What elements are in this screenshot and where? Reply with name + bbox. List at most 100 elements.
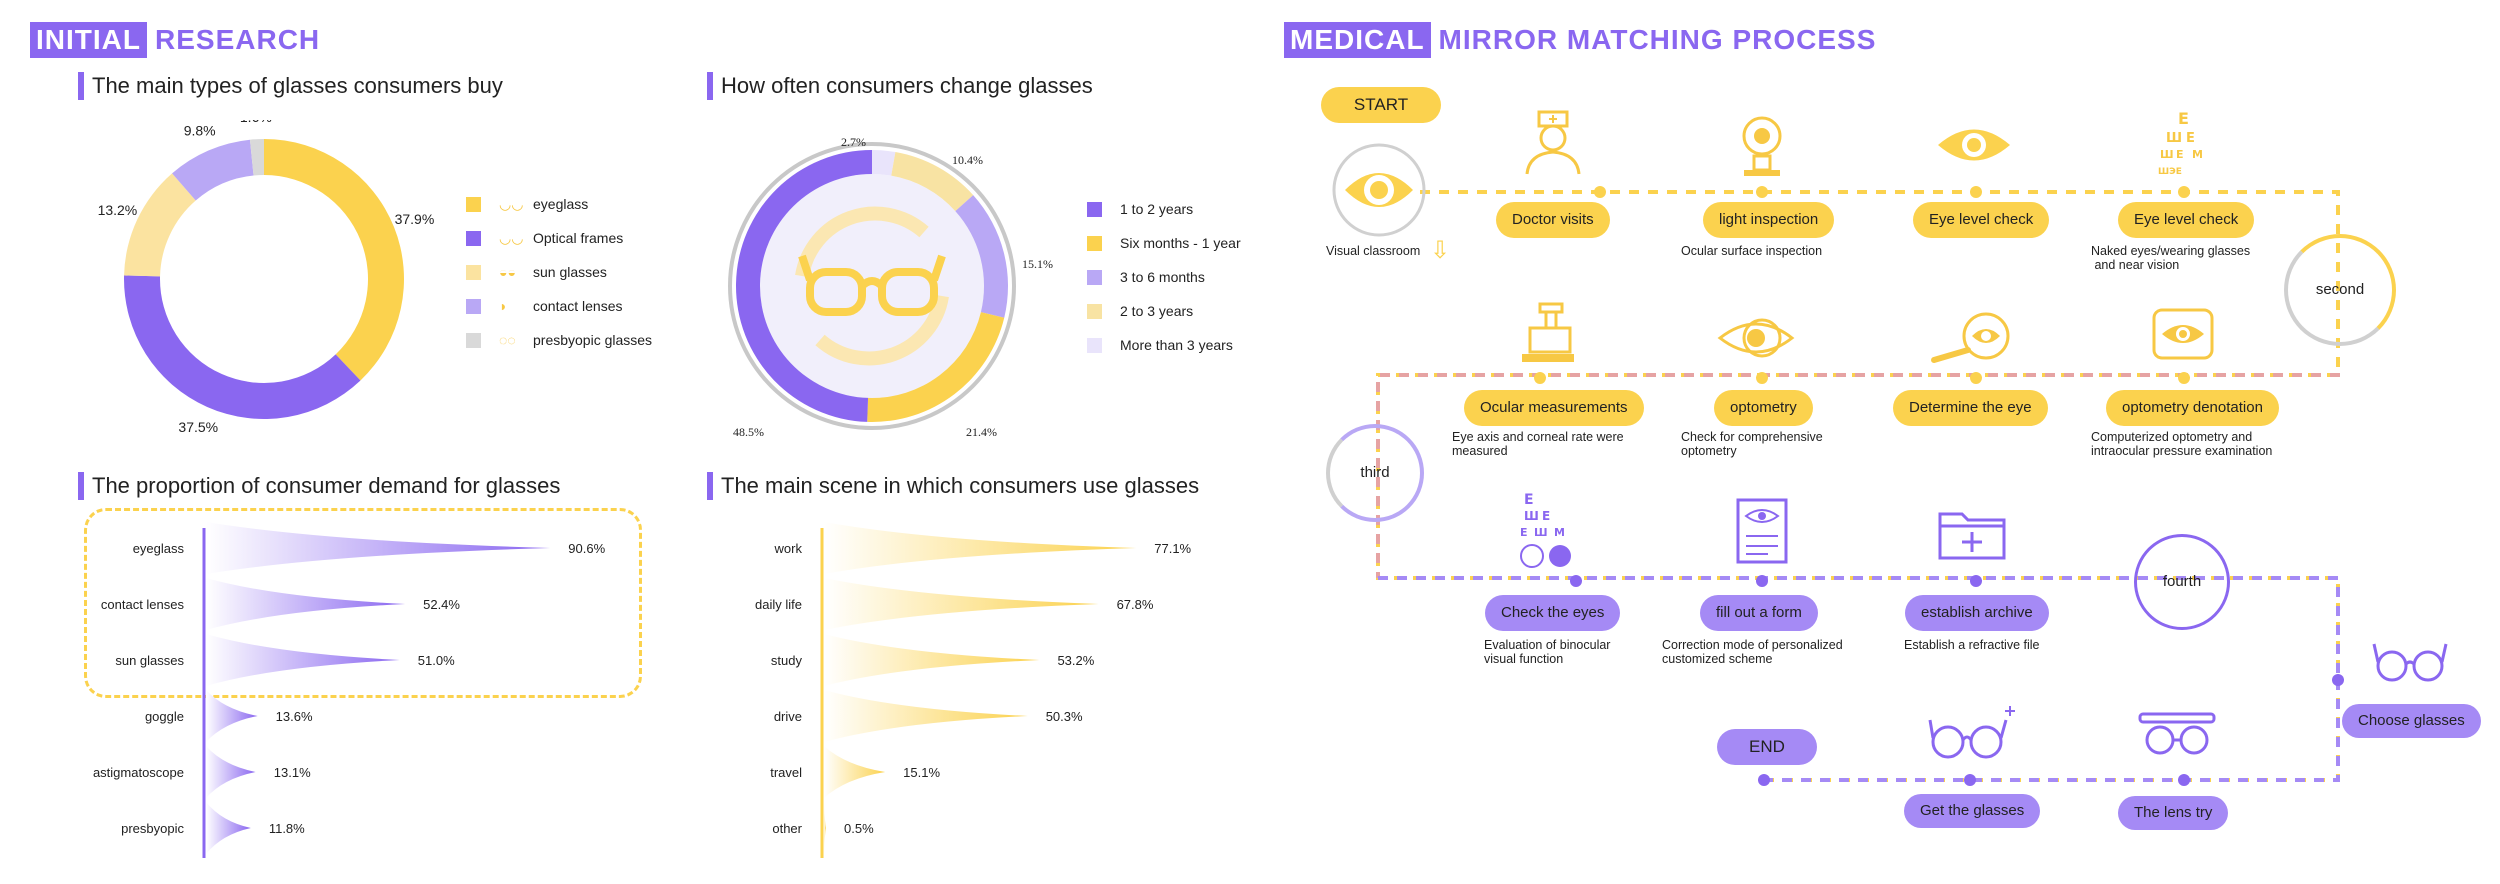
step-fill-form: fill out a form xyxy=(1700,595,1818,631)
legend-item: More than 3 years xyxy=(1087,328,1241,362)
node-dot xyxy=(1964,774,1976,786)
svg-text:E: E xyxy=(2176,148,2184,161)
bar-value-label: 51.0% xyxy=(418,653,455,668)
bar-value-label: 0.5% xyxy=(844,821,874,836)
legend-item: 3 to 6 months xyxy=(1087,260,1241,294)
step-eye-level-check-1: Eye level check xyxy=(1913,202,2050,238)
legend-label: Optical frames xyxy=(533,230,624,246)
node-dot xyxy=(1758,774,1770,786)
legend-item: ◗ contact lenses xyxy=(466,289,652,323)
svg-text:M: M xyxy=(1554,526,1565,539)
legend-swatch xyxy=(466,230,481,246)
bar-value-label: 11.8% xyxy=(269,821,305,836)
flow-path-purple-b xyxy=(1757,680,2340,782)
bar-value-label: 15.1% xyxy=(903,765,940,780)
bar-eyeglass xyxy=(206,522,551,574)
glasses-icon: ◡◡ xyxy=(499,195,524,212)
node-dot xyxy=(2178,372,2190,384)
bar-drive xyxy=(824,690,1028,742)
node-dot xyxy=(2332,674,2344,686)
header-rest: RESEARCH xyxy=(155,24,321,55)
chart2-title: How often consumers change glasses xyxy=(707,72,1093,100)
caption-ocular-surface: Ocular surface inspection xyxy=(1681,244,1823,258)
header-box: MEDICAL xyxy=(1284,22,1431,58)
bar-presbyopic xyxy=(206,802,251,854)
refresh-arrow-icon xyxy=(815,294,949,366)
caption-correction-mode: Correction mode of personalized customiz… xyxy=(1662,638,1843,666)
legend-swatch xyxy=(1087,303,1102,319)
caption-refractive-file: Establish a refractive file xyxy=(1904,638,2040,652)
bar-value-label: 52.4% xyxy=(423,597,460,612)
magnifier-eye-icon xyxy=(1931,312,2010,363)
bar-goggle xyxy=(206,690,258,742)
legend-swatch xyxy=(1087,337,1102,353)
optometry-eye-icon xyxy=(1717,318,1795,358)
outer-ring xyxy=(728,142,1016,430)
legend-label: presbyopic glasses xyxy=(533,332,653,348)
stage-third-ring: third xyxy=(1326,424,1424,522)
slice-presbyopic-glasses xyxy=(249,139,264,176)
doctor-icon xyxy=(1525,110,1581,175)
step-doctor-visits: Doctor visits xyxy=(1496,202,1610,238)
legend-label: eyeglass xyxy=(533,196,589,212)
chart2-legend: 1 to 2 years Six months - 1 year 3 to 6 mo… xyxy=(1087,192,1241,362)
start-pill: START xyxy=(1321,87,1441,123)
contact-lens-icon: ◗ xyxy=(499,298,508,314)
bar-astigmatoscope xyxy=(206,746,256,798)
slice-six-months---1-year xyxy=(867,312,1005,422)
bar-contact-lenses xyxy=(206,578,406,630)
form-icon xyxy=(1736,498,1788,564)
svg-text:Ш: Ш xyxy=(2160,148,2174,161)
node-dot xyxy=(1756,372,1768,384)
legend-item: ◡◡ eyeglass xyxy=(466,187,652,221)
flow-path-yellow xyxy=(1376,190,2340,782)
svg-text:E: E xyxy=(1542,509,1550,523)
bar-category-label: contact lenses xyxy=(101,597,185,612)
flow-path-purple-a xyxy=(1378,576,2340,680)
step-optometry: optometry xyxy=(1714,390,1813,426)
slice-1-to-2-years xyxy=(735,150,872,422)
bar-travel xyxy=(824,746,886,798)
slice-label: 1.6% xyxy=(240,120,272,125)
slice-label: 2.7% xyxy=(841,135,866,149)
caption-naked-eyes: Naked eyes/wearing glasses and near visi… xyxy=(2091,244,2251,272)
sunglasses-icon: ◒◒ xyxy=(499,264,516,280)
legend-label: 2 to 3 years xyxy=(1120,303,1194,319)
legend-label: sun glasses xyxy=(533,264,607,280)
header-rest: MIRROR MATCHING PROCESS xyxy=(1438,24,1877,55)
legend-swatch xyxy=(466,264,481,280)
svg-text:Ш: Ш xyxy=(1524,509,1539,523)
svg-text:ШЭЕ: ШЭЕ xyxy=(2158,167,2182,177)
bar-category-label: astigmatoscope xyxy=(93,765,184,780)
step-eye-level-check-2: Eye level check xyxy=(2118,202,2255,238)
chart3-title: The proportion of consumer demand for gl… xyxy=(78,472,560,500)
slice-label: 10.4% xyxy=(952,153,983,167)
measurement-device-icon xyxy=(1522,302,1574,362)
highlight-box xyxy=(84,508,642,698)
legend-label: More than 3 years xyxy=(1120,337,1233,353)
stage-fourth-ring: fourth xyxy=(2134,534,2230,630)
chart1-legend: ◡◡ eyeglass ◡◡ Optical frames ◒◒ sun glasses ◗… xyxy=(466,187,652,357)
glasses-icon xyxy=(798,254,946,316)
slice-2-to-3-years xyxy=(891,152,974,212)
legend-item: ◡◡ Optical frames xyxy=(466,221,652,255)
bar-sun-glasses xyxy=(206,634,400,686)
chart4-title: The main scene in which consumers use gl… xyxy=(707,472,1199,500)
slice-sun-glasses xyxy=(124,173,196,277)
scene-bar-chart: work 77.1% daily life 67.8% study 53.2% drive 5… xyxy=(755,522,1192,858)
legend-swatch xyxy=(1087,235,1102,251)
end-pill: END xyxy=(1717,729,1817,765)
svg-text:M: M xyxy=(2192,148,2203,161)
bar-category-label: sun glasses xyxy=(115,653,184,668)
legend-swatch xyxy=(466,196,481,212)
node-dot xyxy=(1970,575,1982,587)
legend-swatch xyxy=(1087,269,1102,285)
node-dot xyxy=(1594,186,1606,198)
node-dot xyxy=(2178,774,2190,786)
legend-swatch xyxy=(466,298,481,314)
trial-frame-icon xyxy=(2138,712,2216,755)
node-dot xyxy=(1970,372,1982,384)
bar-work xyxy=(824,522,1137,574)
reading-glasses-icon: ◌◌ xyxy=(499,332,516,348)
